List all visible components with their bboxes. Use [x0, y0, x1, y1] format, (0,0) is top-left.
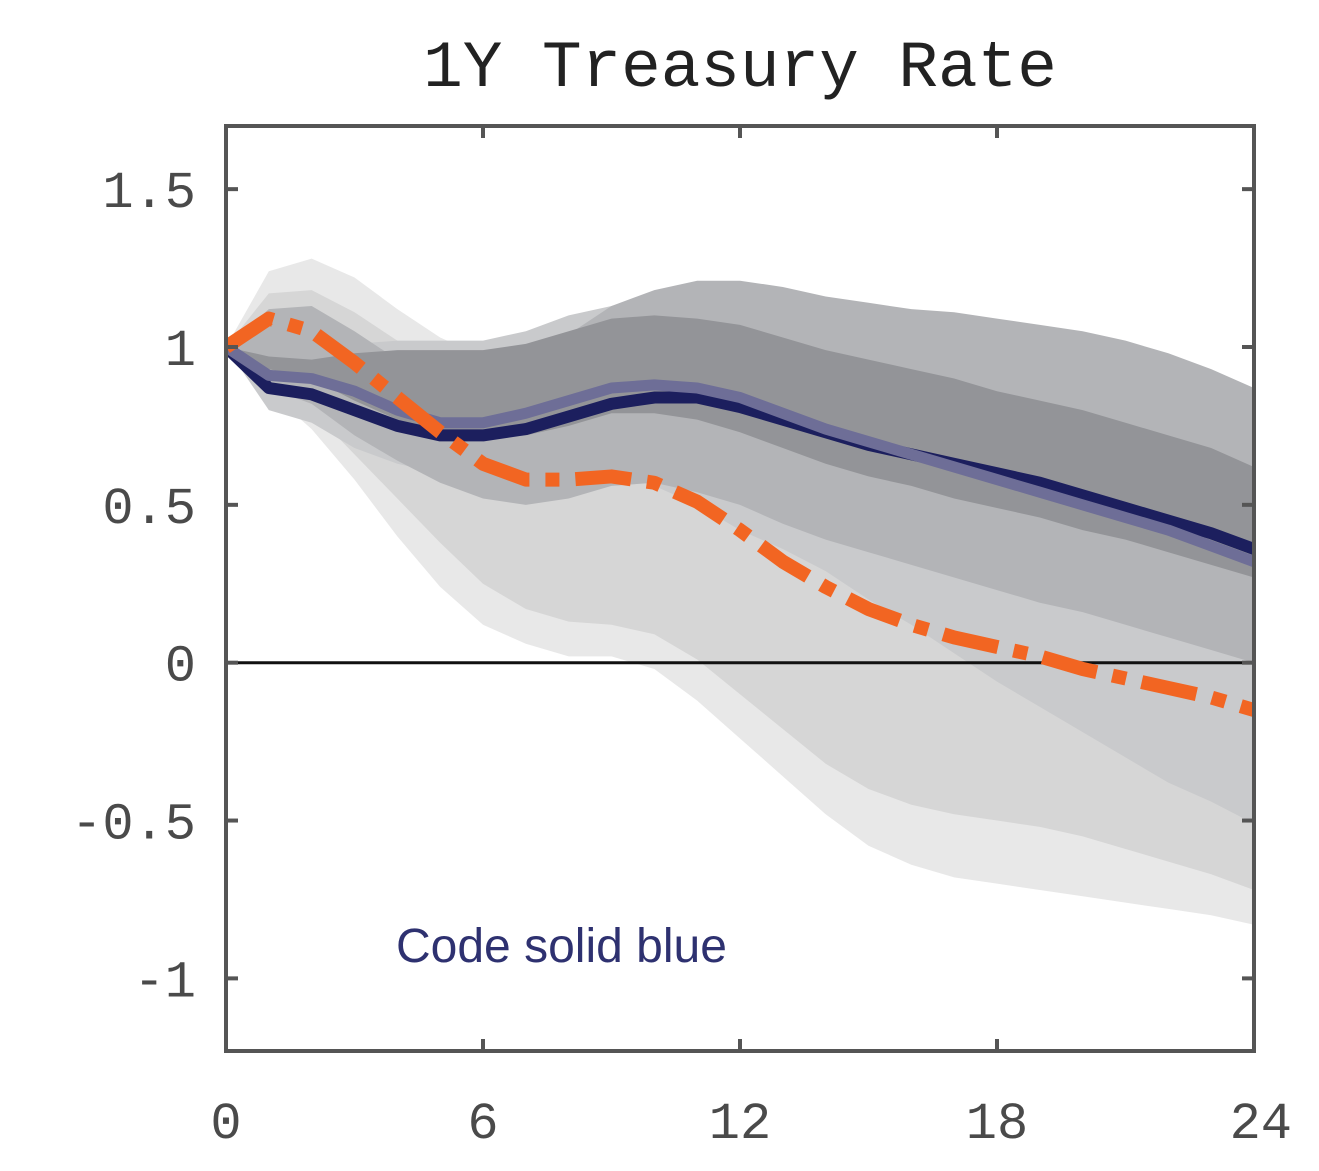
confidence-band-5: [226, 315, 1254, 578]
y-tick-label-5: -1: [134, 953, 196, 1012]
y-tick-label-3: 0: [165, 638, 196, 697]
tick-labels: 1.5 1 0.5 0 -0.5 -1 0 6 12 18 24: [71, 164, 1292, 1154]
x-tick-label-0: 0: [210, 1095, 241, 1154]
y-tick-label-1: 1: [165, 322, 196, 381]
x-tick-label-1: 6: [467, 1095, 498, 1154]
series-lines: [226, 311, 1254, 717]
series-line-1: [226, 342, 1254, 555]
chart-annotation: Code solid blue: [396, 920, 727, 973]
axis-ticks: [224, 126, 1256, 1051]
chart-title: 1Y Treasury Rate: [423, 31, 1057, 106]
x-tick-label-2: 12: [709, 1095, 771, 1154]
confidence-bands: [226, 258, 1254, 925]
x-tick-label-4: 24: [1230, 1095, 1292, 1154]
y-tick-label-2: 0.5: [102, 480, 196, 539]
x-tick-label-3: 18: [966, 1095, 1028, 1154]
series-line-3: [226, 311, 1254, 717]
confidence-band-4: [226, 280, 1254, 663]
y-tick-label-4: -0.5: [71, 796, 196, 855]
series-line-2: [226, 342, 1254, 567]
y-tick-label-0: 1.5: [102, 164, 196, 223]
